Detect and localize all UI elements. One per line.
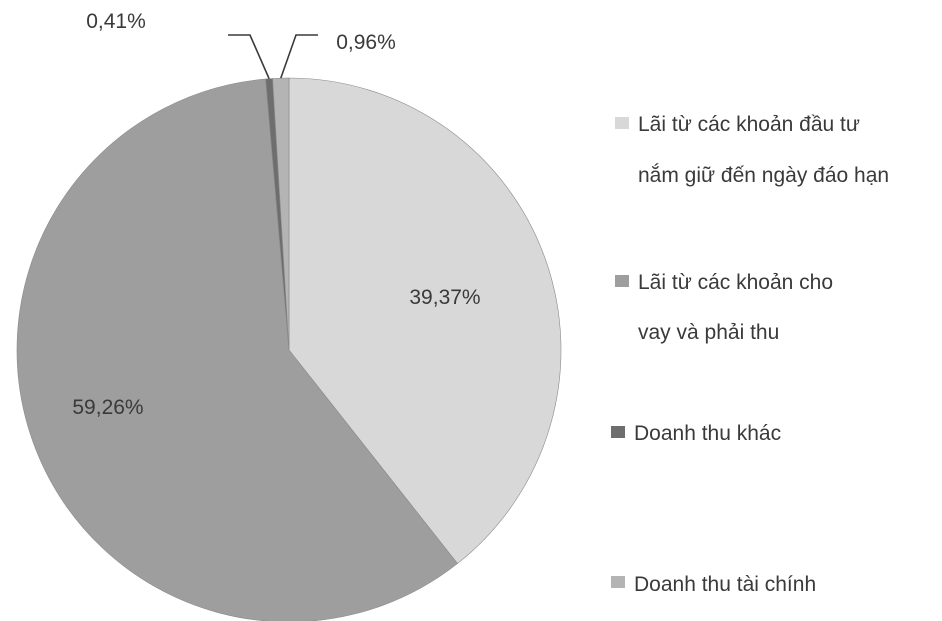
legend-swatch-other-revenue	[611, 426, 625, 438]
legend-swatch-investment	[615, 117, 629, 129]
slice-label-loans: 59,26%	[72, 396, 143, 419]
legend-label-other-revenue: Doanh thu khác	[634, 422, 781, 445]
legend-label-investment-line2: nắm giữ đến ngày đáo hạn	[638, 164, 889, 187]
leader-line-other-revenue	[228, 34, 270, 80]
slice-label-investment: 39,37%	[409, 286, 480, 309]
legend: Lãi từ các khoản đầu tư nắm giữ đến ngày…	[611, 113, 889, 596]
pie-slice-investment	[288, 77, 562, 564]
leader-line-financial-revenue	[280, 34, 318, 79]
legend-label-loans-line1: Lãi từ các khoản cho	[638, 271, 833, 294]
leader-lines	[228, 34, 318, 80]
legend-label-investment-line1: Lãi từ các khoản đầu tư	[638, 113, 860, 136]
pie-slice-financial-revenue	[272, 77, 290, 351]
slice-label-financial-revenue: 0,96%	[336, 31, 396, 54]
pie-slices	[16, 77, 562, 621]
slice-label-other-revenue: 0,41%	[86, 10, 146, 33]
legend-label-loans-line2: vay và phải thu	[638, 321, 779, 344]
legend-swatch-financial-revenue	[611, 576, 625, 588]
legend-label-financial-revenue: Doanh thu tài chính	[634, 573, 816, 596]
legend-swatch-loans	[615, 275, 629, 287]
pie-slice-loans	[16, 78, 458, 621]
slice-labels: 39,37% 59,26% 0,41% 0,96%	[72, 10, 480, 419]
